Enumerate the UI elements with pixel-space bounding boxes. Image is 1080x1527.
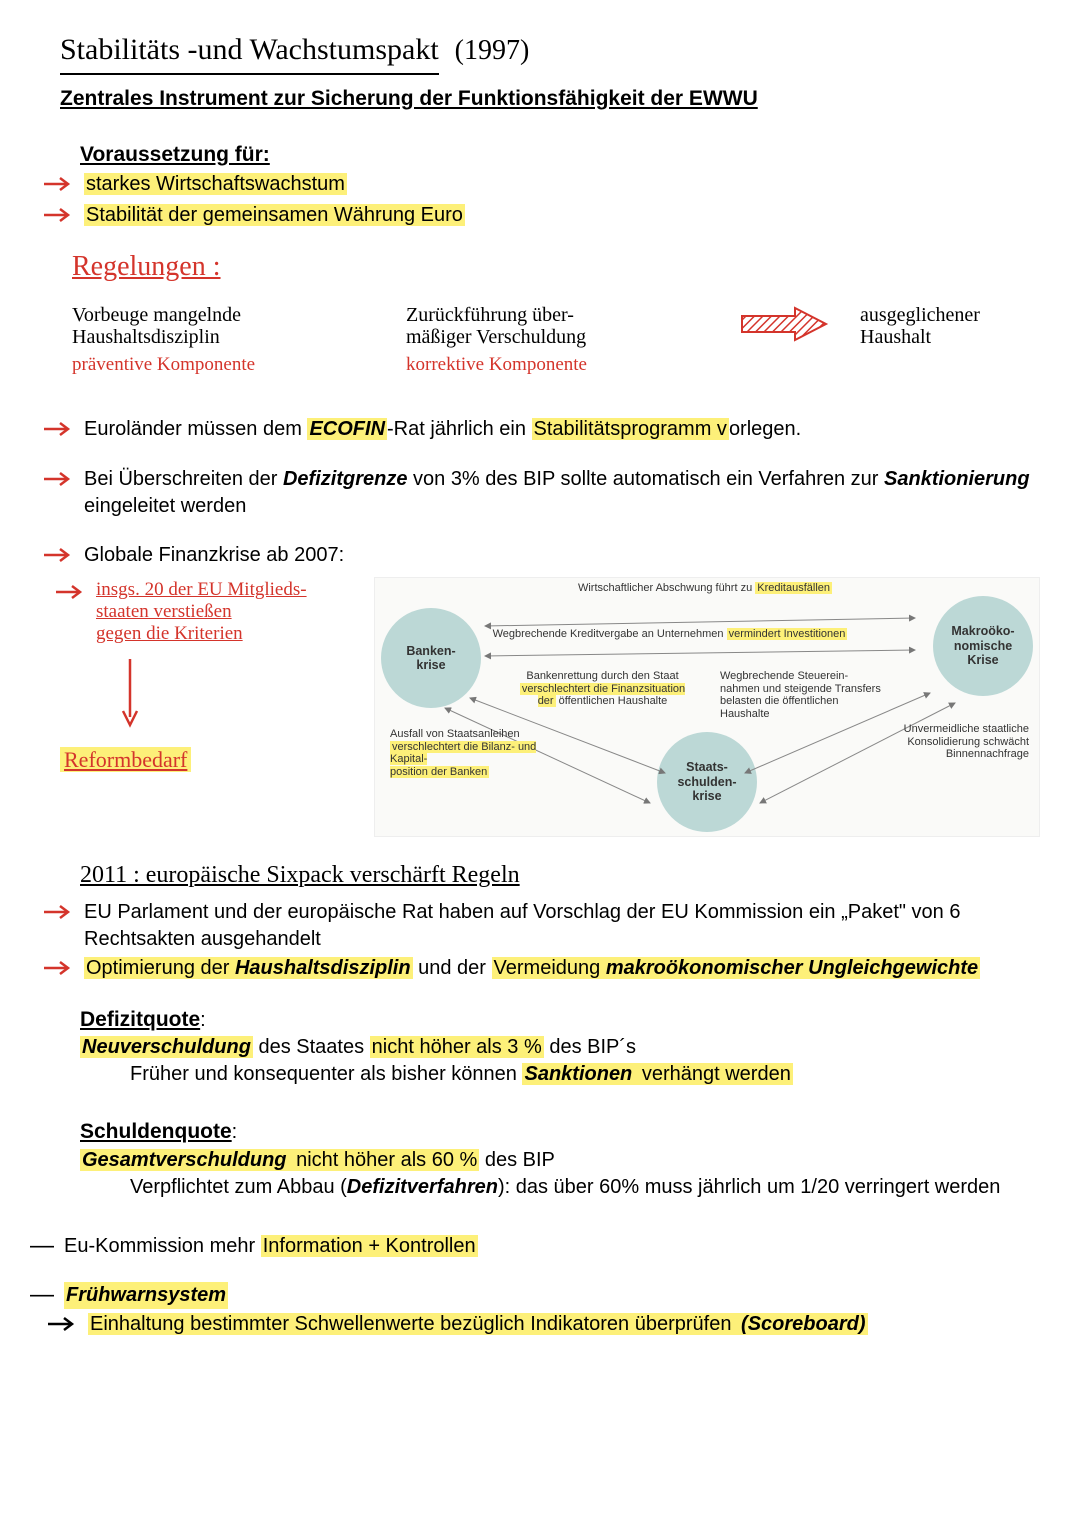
arrow-icon bbox=[44, 171, 74, 200]
col2-label: korrektive Komponente bbox=[406, 352, 710, 378]
extra-sub-bullet: Einhaltung bestimmter Schwellenwerte bez… bbox=[76, 1311, 1040, 1340]
arrow-icon bbox=[44, 416, 74, 445]
diagram-label-mid1: Wegbrechende Kreditvergabe an Unternehme… bbox=[490, 628, 850, 641]
diagram-lines bbox=[375, 578, 1039, 836]
schulden-block: Schuldenquote: Gesamtverschuldung nicht … bbox=[80, 1118, 1040, 1200]
mid-bullet: Bei Überschreiten der Defizitgrenze von … bbox=[80, 466, 1040, 520]
page-title: Stabilitäts -und Wachstumspakt bbox=[60, 30, 439, 75]
col3-hand: ausgeglichener Haushalt bbox=[860, 304, 1040, 348]
text: Eu-Kommission mehr Information + Kontrol… bbox=[64, 1233, 478, 1260]
prereq-item: Stabilität der gemeinsamen Währung Euro bbox=[80, 202, 1040, 231]
crisis-row: insgs. 20 der EU Mitglieds- staaten vers… bbox=[60, 577, 1040, 837]
prereq-item: starkes Wirtschaftswachstum bbox=[80, 171, 1040, 200]
diagram-label-top: Wirtschaftlicher Abschwung führt zu Kred… bbox=[505, 582, 905, 595]
reg-col-1: Vorbeuge mangelnde Haushaltsdisziplin pr… bbox=[72, 304, 376, 378]
down-arrow-icon bbox=[120, 659, 360, 737]
regelungen-heading: Regelungen : bbox=[72, 248, 1040, 286]
prereq-heading: Voraussetzung für: bbox=[80, 141, 1040, 169]
text: Bei Überschreiten der Defizitgrenze von … bbox=[84, 466, 1040, 520]
arrow-icon bbox=[44, 202, 74, 231]
text: Euroländer müssen dem ECOFIN-Rat jährlic… bbox=[84, 416, 801, 443]
text: Optimierung der Haushaltsdisziplin und d… bbox=[84, 955, 980, 982]
text: Einhaltung bestimmter Schwellenwerte bez… bbox=[88, 1311, 868, 1338]
reg-col-2: Zurückführung über- mäßiger Verschuldung… bbox=[406, 304, 710, 378]
left-note: insgs. 20 der EU Mitglieds- staaten vers… bbox=[96, 579, 307, 645]
col1-label: präventive Komponente bbox=[72, 352, 376, 378]
big-arrow-icon bbox=[740, 304, 830, 344]
reg-col-3: ausgeglichener Haushalt bbox=[860, 304, 1040, 348]
left-note-row: insgs. 20 der EU Mitglieds- staaten vers… bbox=[86, 579, 360, 645]
defizit-sub: Früher und konsequenter als bisher könne… bbox=[130, 1061, 1040, 1088]
schulden-heading: Schuldenquote bbox=[80, 1120, 232, 1143]
regelungen-columns: Vorbeuge mangelnde Haushaltsdisziplin pr… bbox=[72, 304, 1040, 378]
sixpack-bullet: Optimierung der Haushaltsdisziplin und d… bbox=[80, 955, 1040, 984]
diagram-label-llow: Ausfall von Staatsanleihen verschlechter… bbox=[390, 728, 540, 779]
dash-icon: — bbox=[30, 1282, 54, 1308]
crisis-diagram: Banken- krise Makroöko- nomische Krise S… bbox=[374, 577, 1040, 837]
arrow-icon bbox=[44, 466, 74, 495]
text: Globale Finanzkrise ab 2007: bbox=[84, 542, 344, 569]
diagram-label-rmid: Wegbrechende Steuerein- nahmen und steig… bbox=[720, 670, 885, 721]
sixpack-title: 2011 : europäische Sixpack verschärft Re… bbox=[80, 859, 1040, 891]
subtitle: Zentrales Instrument zur Sicherung der F… bbox=[60, 85, 1040, 113]
extra-bullet: — Frühwarnsystem bbox=[60, 1282, 1040, 1309]
dash-icon: — bbox=[30, 1233, 54, 1259]
fw-heading: Frühwarnsystem bbox=[64, 1282, 228, 1309]
text: starkes Wirtschaftswachstum bbox=[84, 171, 347, 198]
page-title-year: (1997) bbox=[455, 32, 530, 70]
text: Stabilität der gemeinsamen Währung Euro bbox=[84, 202, 465, 229]
sixpack-bullet: EU Parlament und der europäische Rat hab… bbox=[80, 899, 1040, 953]
arrow-icon bbox=[44, 899, 74, 928]
diagram-label-rlow: Unvermeidliche staatliche Konsolidierung… bbox=[869, 723, 1029, 761]
diagram-label-lmid: Bankenrettung durch den Staat verschlech… bbox=[515, 670, 690, 708]
arrow-icon bbox=[48, 1311, 78, 1340]
defizit-block: Defizitquote: Neuverschuldung des Staate… bbox=[80, 1006, 1040, 1088]
col1-hand: Vorbeuge mangelnde Haushaltsdisziplin bbox=[72, 304, 376, 348]
schulden-sub: Verpflichtet zum Abbau (Defizitverfahren… bbox=[130, 1174, 1040, 1201]
title-row: Stabilitäts -und Wachstumspakt (1997) bbox=[60, 30, 1040, 75]
col2-hand: Zurückführung über- mäßiger Verschuldung bbox=[406, 304, 710, 348]
defizit-heading: Defizitquote bbox=[80, 1008, 200, 1031]
arrow-icon bbox=[44, 955, 74, 984]
reform-label: Reformbedarf bbox=[60, 745, 360, 775]
crisis-left-notes: insgs. 20 der EU Mitglieds- staaten vers… bbox=[60, 577, 360, 837]
text: EU Parlament und der europäische Rat hab… bbox=[84, 899, 1040, 953]
arrow-icon bbox=[56, 579, 86, 608]
arrow-icon bbox=[44, 542, 74, 571]
extra-bullet: — Eu-Kommission mehr Information + Kontr… bbox=[60, 1233, 1040, 1260]
mid-bullet: Globale Finanzkrise ab 2007: bbox=[80, 542, 1040, 571]
mid-bullet: Euroländer müssen dem ECOFIN-Rat jährlic… bbox=[80, 416, 1040, 445]
